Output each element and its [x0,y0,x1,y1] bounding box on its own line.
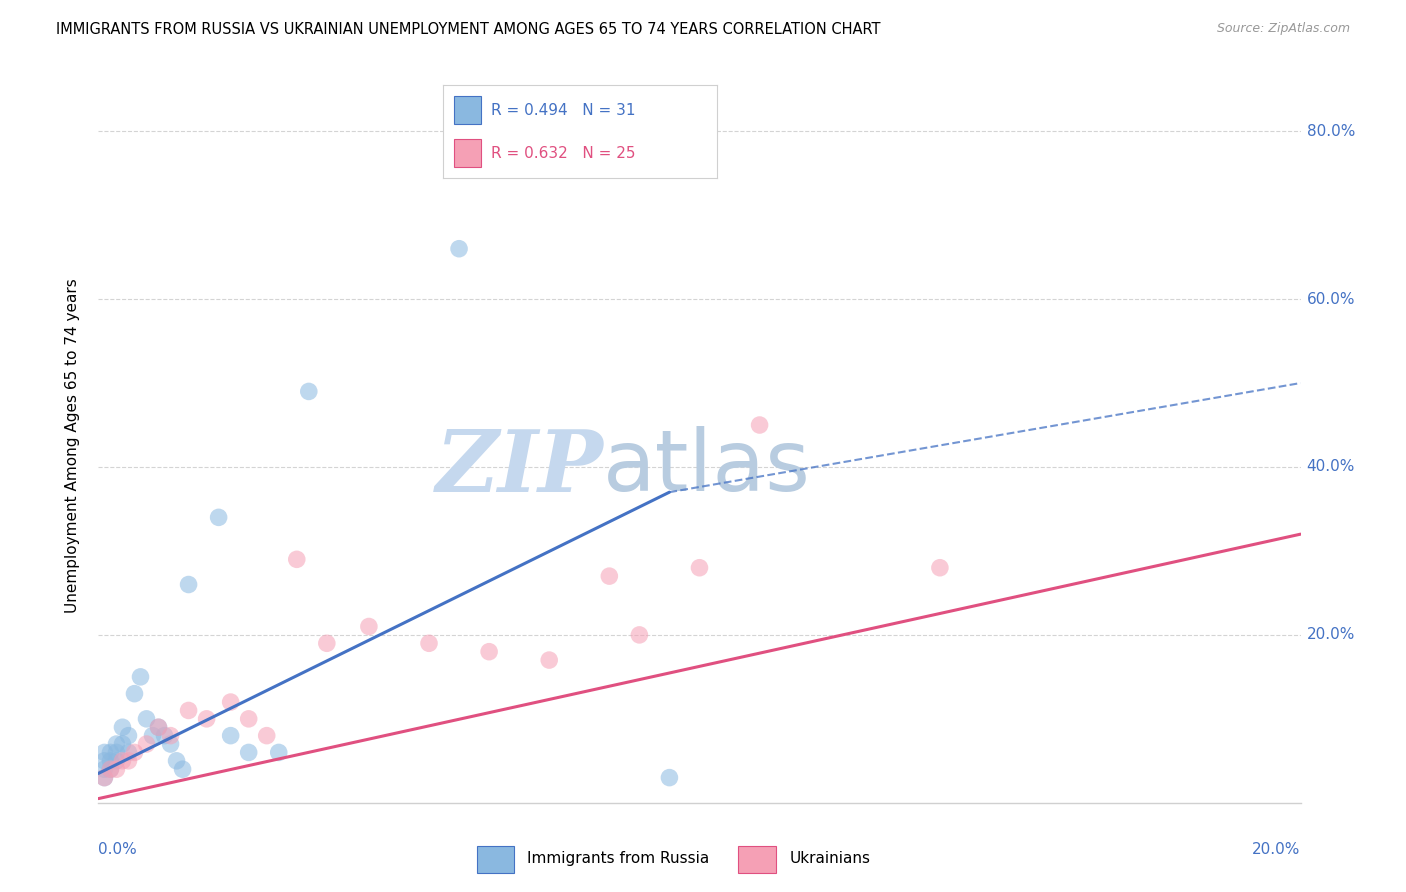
Point [148,720,170,734]
Point [238,712,260,726]
Text: 60.0%: 60.0% [1306,292,1355,307]
Point [195,712,218,726]
Point [153,729,176,743]
Point [159,737,181,751]
Point [100,746,122,760]
Point [598,569,620,583]
Point [148,720,170,734]
Point [141,729,163,743]
Text: R = 0.632   N = 25: R = 0.632 N = 25 [491,145,636,161]
Point [105,762,128,776]
Text: 20.0%: 20.0% [1306,627,1355,642]
Point [124,687,146,701]
Point [105,737,128,751]
Text: R = 0.494   N = 31: R = 0.494 N = 31 [491,103,636,118]
Point [256,729,278,743]
Text: 80.0%: 80.0% [1306,124,1355,138]
Point [267,746,290,760]
Point [159,729,181,743]
Text: 40.0%: 40.0% [1306,459,1355,475]
Point [124,746,146,760]
Text: ZIP: ZIP [436,425,603,509]
Point [93,754,115,768]
Point [478,645,501,659]
Point [418,636,440,650]
Point [93,762,115,776]
Point [93,771,115,785]
Point [208,510,231,524]
Bar [454,96,481,124]
Point [129,670,152,684]
Point [177,703,200,717]
Point [177,577,200,591]
Point [748,417,770,432]
Point [357,619,380,633]
Point [285,552,308,566]
Bar [738,847,776,873]
Text: IMMIGRANTS FROM RUSSIA VS UKRAINIAN UNEMPLOYMENT AMONG AGES 65 TO 74 YEARS CORRE: IMMIGRANTS FROM RUSSIA VS UKRAINIAN UNEM… [56,22,880,37]
Point [219,729,242,743]
Point [238,746,260,760]
Text: Ukrainians: Ukrainians [789,851,870,866]
Point [658,771,681,785]
Point [166,754,188,768]
Point [111,720,134,734]
Bar [477,847,515,873]
Point [135,712,157,726]
Point [105,754,128,768]
Point [100,762,122,776]
Y-axis label: Unemployment Among Ages 65 to 74 years: Unemployment Among Ages 65 to 74 years [65,278,80,614]
Point [93,771,115,785]
Point [538,653,561,667]
Text: 0.0%: 0.0% [98,842,138,857]
Point [315,636,337,650]
Text: 20.0%: 20.0% [1253,842,1301,857]
Point [172,762,194,776]
Point [117,746,139,760]
Point [298,384,321,399]
Text: Source: ZipAtlas.com: Source: ZipAtlas.com [1216,22,1350,36]
Point [111,754,134,768]
Point [929,560,952,574]
Point [219,695,242,709]
Point [100,762,122,776]
Point [135,737,157,751]
Point [117,754,139,768]
Point [93,746,115,760]
Text: Immigrants from Russia: Immigrants from Russia [527,851,710,866]
Point [100,754,122,768]
Point [688,560,710,574]
Point [628,628,651,642]
Point [447,242,470,256]
Bar [454,139,481,167]
Point [111,737,134,751]
Point [105,746,128,760]
Point [117,729,139,743]
Text: atlas: atlas [603,425,811,509]
